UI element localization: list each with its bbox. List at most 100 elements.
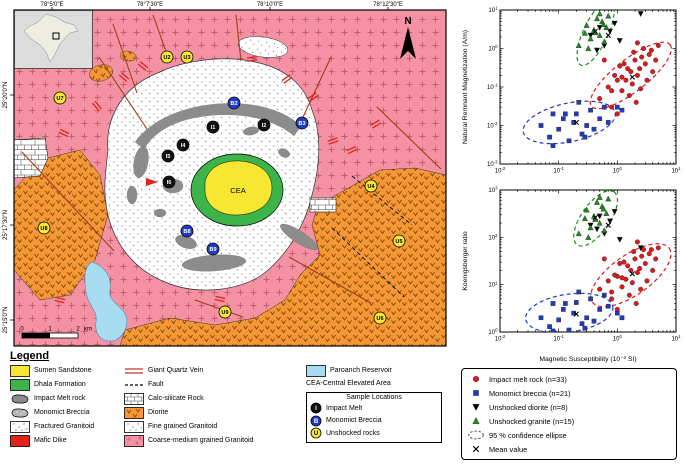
data-point: [655, 42, 661, 48]
data-point: [560, 307, 566, 312]
data-point: [566, 138, 572, 144]
scale-1: 1: [48, 327, 52, 333]
data-point: [579, 131, 585, 137]
data-point: [650, 69, 656, 75]
sample-point-label: U7: [56, 96, 63, 102]
data-point: [638, 286, 644, 292]
data-point: [634, 72, 640, 78]
coord-left-1: 25°20'0"N: [3, 82, 9, 109]
y-axis-label: Natural Remnant Magnetization (A/m): [462, 30, 469, 144]
geologic-map-panel: 78°5'0"E 78°7'30"E 78°10'0"E 78°12'30"E …: [3, 2, 447, 347]
data-point: [609, 296, 615, 302]
sample-point-label: U5: [395, 239, 402, 245]
legend-col2-item-2: Calc-silicate Rock: [124, 392, 306, 405]
data-point: [616, 38, 623, 44]
mono-swatch-wrap: [10, 406, 30, 418]
sample-point-label: U6: [376, 316, 383, 322]
data-point: [603, 210, 610, 216]
fault-lines: [331, 175, 413, 298]
data-point: [550, 111, 556, 117]
data-point: [605, 120, 611, 125]
data-point: [633, 301, 639, 307]
legend-col1-item-0: Sumen Sandstone: [10, 364, 124, 377]
triangle-down-legend-icon: [472, 404, 480, 411]
paroanch-reservoir: [84, 261, 128, 342]
confidence-ellipse: [590, 243, 672, 308]
sample-point-label: I4: [181, 143, 187, 149]
melt-swatch-wrap: [10, 392, 30, 404]
data-point: [596, 219, 603, 226]
legend-col1-label: Mafic Dike: [34, 436, 67, 444]
sample-point-B2: B2: [227, 96, 241, 110]
tick-label: 100: [613, 166, 623, 174]
data-point: [617, 63, 623, 69]
coarse-swatch-wrap: [124, 434, 144, 447]
data-point: [646, 51, 652, 57]
sample-point-U3: U3: [180, 50, 194, 64]
data-point: [472, 376, 479, 382]
diorite-swatch-wrap: [124, 406, 144, 419]
plot-legend-item-0: Impact melt rock (n=33): [467, 373, 671, 385]
data-point: [594, 15, 600, 22]
legend-col2-label: Giant Quartz Vein: [148, 366, 204, 374]
diorite-swatch: [124, 407, 144, 419]
data-point: [583, 206, 590, 213]
calc-silicate-patches: [14, 137, 337, 213]
data-point: [619, 107, 625, 113]
tick-label: 10-2: [495, 334, 506, 342]
fractured-swatch-wrap: [10, 420, 30, 433]
dike-tick: [281, 74, 293, 84]
data-point: [582, 325, 588, 331]
data-point: [596, 194, 603, 200]
sample-point-U6: U6: [373, 311, 387, 325]
data-point: [594, 226, 600, 233]
coord-top-3: 78°10'0"E: [257, 2, 283, 8]
data-point: [547, 134, 552, 140]
scale-unit: km: [84, 327, 92, 333]
data-point: [609, 289, 615, 295]
tick-label: 10-1: [553, 166, 564, 174]
sample-point-U4: U4: [364, 179, 378, 193]
tick-label: 103: [488, 186, 498, 194]
legend-col1-label: Monomict Breccia: [34, 408, 90, 416]
quartz-swatch: [125, 368, 143, 374]
india-inset: [14, 10, 93, 69]
data-point: [597, 286, 603, 292]
data-point: [605, 195, 612, 202]
nrm-chart: 10-2 10-1 100 101 10-3 10-2 10-1 100 101 Natural …: [456, 2, 684, 187]
sample-point-label: B9: [209, 247, 216, 253]
data-point: [631, 49, 637, 55]
data-point: [605, 84, 611, 90]
data-point: [576, 289, 582, 295]
legend-col1-item-2: Impact Melt rock: [10, 392, 124, 404]
legend-col2-item-4: Fine grained Granitoid: [124, 420, 306, 433]
north-arrow: N: [400, 16, 416, 59]
plot-legend-label: Unshocked diorite (n=8): [489, 402, 568, 412]
legend-col1-label: Sumen Sandstone: [34, 366, 92, 374]
sample-point-label: U3: [183, 55, 190, 61]
data-point: [621, 61, 627, 67]
map-legend-columns: Sumen Sandstone Dhala Formation Impact Mel…: [10, 364, 456, 447]
sample-point-label: U9: [221, 310, 228, 316]
sumen-sandstone-core: [204, 160, 273, 216]
data-point: [596, 10, 603, 17]
ellipse-legend-icon: [468, 430, 484, 440]
data-point: [637, 66, 643, 72]
data-point: [601, 227, 608, 233]
data-point: [560, 116, 566, 122]
data-point: [584, 123, 589, 128]
plot-legend-label: Unshocked granite (n=15): [489, 416, 575, 426]
data-point: [602, 292, 607, 298]
data-point: [579, 321, 585, 326]
dike-tick: [246, 56, 258, 62]
tick-label: 101: [488, 280, 498, 288]
data-point: [609, 88, 615, 94]
data-point: [628, 69, 634, 75]
data-point: [619, 275, 625, 281]
data-point: [550, 301, 556, 306]
mafic-swatch-wrap: [10, 434, 30, 447]
tick-label: 10-1: [553, 334, 564, 342]
svg-text:I: I: [315, 406, 317, 412]
data-point: [607, 218, 613, 225]
data-point: [642, 261, 648, 267]
